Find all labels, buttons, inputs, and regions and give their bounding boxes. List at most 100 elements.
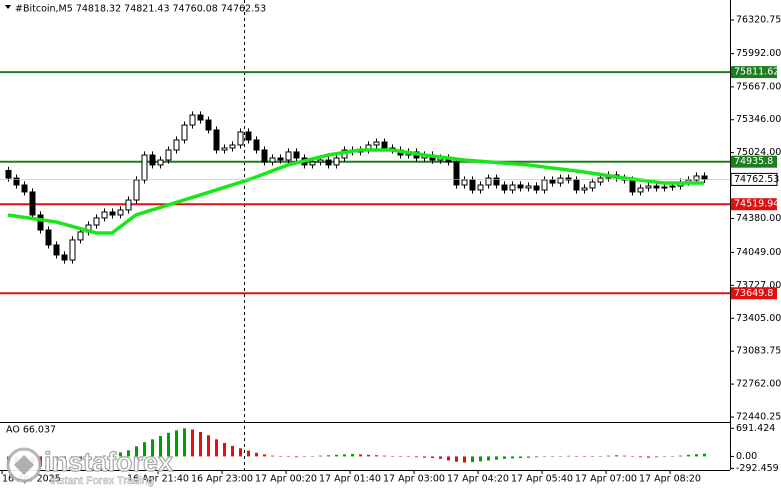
ao-bar <box>231 445 234 457</box>
indicator-title: AO 66.037 <box>6 425 56 436</box>
ao-bar <box>119 452 122 457</box>
ao-bar <box>151 439 154 457</box>
ao-bar <box>87 456 90 459</box>
candle-body <box>197 114 204 121</box>
ao-bar <box>391 456 394 457</box>
ao-bar <box>511 456 514 459</box>
ao-bar <box>703 453 706 457</box>
candle-body <box>557 177 564 184</box>
candle-body <box>213 129 220 151</box>
candle-body <box>645 185 652 189</box>
ao-bar <box>575 456 578 457</box>
x-tick-label: 17 Apr 08:20 <box>639 474 701 485</box>
ao-bar <box>255 452 258 457</box>
candle-body <box>581 187 588 191</box>
ao-bar <box>695 454 698 457</box>
candle-body <box>373 141 380 146</box>
candle-body <box>261 149 268 163</box>
ao-tick-label: 691.424 <box>736 423 775 434</box>
x-tick-label: 17 Apr 03:00 <box>383 474 445 485</box>
ao-bar <box>71 456 74 463</box>
candle-body <box>309 161 316 166</box>
ao-bar <box>559 456 562 457</box>
y-tick-label: 75346.00 <box>736 114 781 125</box>
watermark: instaforex Instant Forex Trading <box>6 447 174 487</box>
moving-average <box>7 148 704 235</box>
candle-body <box>29 191 36 216</box>
level-label-box <box>731 287 777 300</box>
ao-bar <box>567 455 570 457</box>
ao-bar <box>175 430 178 457</box>
candle-body <box>493 177 500 186</box>
ao-bar <box>359 454 362 457</box>
candle-body <box>565 177 572 181</box>
candle-body <box>549 179 556 184</box>
candle-body <box>245 131 252 141</box>
ao-bar <box>639 456 642 458</box>
last-price-label: 74762.53 <box>734 174 779 185</box>
candle-body <box>157 159 164 166</box>
x-tick-label: 17 Apr 00:20 <box>255 474 317 485</box>
ao-bar <box>279 456 282 457</box>
candle-body <box>317 159 324 163</box>
ao-bar <box>455 456 458 462</box>
ao-bar <box>191 429 194 457</box>
ao-bar <box>399 456 402 457</box>
candle-body <box>141 154 148 181</box>
candle-body <box>229 144 236 149</box>
ao-bar <box>519 456 522 459</box>
ao-bar <box>207 435 210 457</box>
level-label: 74519.94 <box>734 199 779 210</box>
ao-bar <box>271 455 274 457</box>
candle-body <box>485 177 492 186</box>
ao-bar <box>343 454 346 457</box>
ao-bar <box>447 456 450 461</box>
candle-body <box>21 184 28 193</box>
candle-body <box>93 217 100 226</box>
ao-bar <box>159 436 162 457</box>
ao-bar <box>239 448 242 457</box>
candle-body <box>461 179 468 186</box>
y-tick-label: 75667.00 <box>736 81 781 92</box>
ao-tick-label: 0.00 <box>736 451 757 462</box>
ao-bar <box>655 456 658 458</box>
ao-bar <box>423 456 426 458</box>
y-tick-label: 72762.00 <box>736 379 781 390</box>
ao-bar <box>287 456 290 457</box>
y-tick-label: 74049.00 <box>736 247 781 258</box>
candle-body <box>653 185 660 189</box>
ao-bar <box>47 456 50 468</box>
candle-body <box>221 147 228 151</box>
ao-bar <box>479 456 482 462</box>
ao-tick-label: -292.459 <box>736 463 779 474</box>
ao-bar <box>351 453 354 457</box>
candle-body <box>661 186 668 189</box>
ao-bar <box>103 455 106 457</box>
ao-bar <box>551 456 554 457</box>
y-tick-label: 73727.00 <box>736 280 781 291</box>
ao-bar <box>111 453 114 457</box>
x-tick-label: 17 Apr 07:00 <box>575 474 637 485</box>
ao-bar <box>383 455 386 457</box>
last-price-box <box>730 172 778 186</box>
ao-bar <box>407 456 410 457</box>
y-tick-label: 74380.00 <box>736 213 781 224</box>
plot: 76320.75 75992.00 75667.00 75346.00 75024.00… <box>0 14 781 485</box>
candle-body <box>117 209 124 216</box>
candle-body <box>125 199 132 211</box>
candle-body <box>173 139 180 151</box>
candle-body <box>453 161 460 186</box>
y-tick-label: 72440.25 <box>736 412 781 423</box>
ao-bar <box>367 454 370 457</box>
candle-body <box>333 157 340 166</box>
ao-bar <box>535 456 538 458</box>
ao-bar <box>679 455 682 457</box>
candle-body <box>205 119 212 131</box>
ao-bar <box>143 442 146 457</box>
ao-bar <box>63 456 66 465</box>
candle-body <box>189 114 196 126</box>
y-tick-label: 73405.00 <box>736 313 781 324</box>
ao-bar <box>223 442 226 457</box>
ao-bar <box>303 456 306 457</box>
